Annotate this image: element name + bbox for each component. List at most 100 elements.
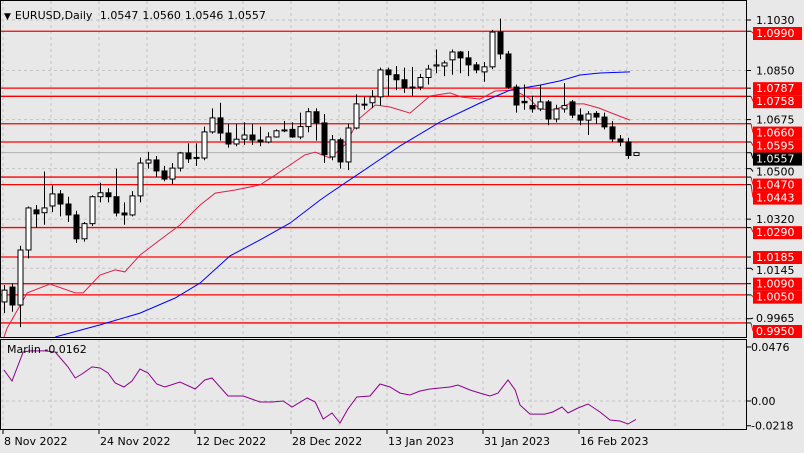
candle-bull <box>345 127 352 163</box>
high-price: 1.0560 <box>142 9 181 22</box>
candle-bull <box>633 152 640 156</box>
candle-bull <box>233 138 240 145</box>
candle-bull <box>177 152 184 169</box>
candle-bear <box>321 122 328 156</box>
price-axis-label: 1.1030 <box>756 14 795 27</box>
candle-bull <box>377 69 384 98</box>
main-pane-frame <box>0 0 747 338</box>
label-connector <box>750 227 754 233</box>
candle-bull <box>329 139 336 158</box>
label-connector <box>750 141 754 146</box>
candle-bull <box>241 134 248 140</box>
candle-bear <box>113 196 120 214</box>
candle-bear <box>529 105 536 110</box>
candle-bull <box>17 249 24 306</box>
level-tag <box>753 95 802 109</box>
ma-slow-line <box>55 71 631 338</box>
date-label: 16 Feb 2023 <box>580 435 648 448</box>
level-label: 1.0990 <box>756 27 795 40</box>
candle-bull <box>305 111 312 128</box>
price-axis-label: 1.0500 <box>756 166 795 179</box>
candle-bear <box>161 170 168 180</box>
price-axis-label: 1.0850 <box>756 64 795 77</box>
open-price: 1.0547 <box>99 9 139 22</box>
candle-bull <box>441 62 448 67</box>
symbol-timeframe: EURUSD,Daily <box>14 9 93 22</box>
candle-bull <box>25 207 32 251</box>
candle-bear <box>601 116 608 128</box>
label-connector <box>750 267 754 271</box>
candle-bear <box>465 57 472 66</box>
triangle-down-icon[interactable]: ▼ <box>4 12 11 22</box>
label-connector <box>750 317 754 320</box>
candle-bull <box>1 289 8 303</box>
candle-bull <box>281 129 288 132</box>
level-label: 1.0470 <box>756 179 795 192</box>
level-tag <box>753 226 802 240</box>
candle-bear <box>457 51 464 59</box>
candle-bear <box>257 139 264 143</box>
candle-bull <box>89 196 96 225</box>
level-tag <box>753 191 802 205</box>
candle-bear <box>225 132 232 145</box>
level-label: 1.0290 <box>756 226 795 239</box>
candle-bull <box>201 131 208 159</box>
level-label: 1.0660 <box>756 127 795 140</box>
indicator-axis-label: -0.0218 <box>751 420 793 433</box>
candle-bear <box>609 126 616 140</box>
indicator-name: Marlin <box>7 343 41 356</box>
candle-bear <box>153 159 160 172</box>
candle-bear <box>289 128 296 138</box>
candle-bull <box>81 223 88 240</box>
level-tag <box>753 82 802 96</box>
indicator-axis-label: 0.0476 <box>751 341 790 354</box>
candle-bull <box>417 77 424 88</box>
level-tag <box>753 277 802 291</box>
candle-bull <box>553 108 560 120</box>
candle-bear <box>385 69 392 76</box>
level-label: 1.0185 <box>756 251 795 264</box>
candle-bull <box>209 117 216 133</box>
support-resistance-lines[interactable] <box>0 30 746 324</box>
level-tag <box>753 290 802 304</box>
level-tag <box>753 251 802 265</box>
candlesticks <box>1 18 640 328</box>
level-tag <box>753 325 802 338</box>
pane-frames <box>0 0 747 430</box>
level-label: 1.0443 <box>756 192 795 205</box>
candle-bear <box>473 64 480 71</box>
candle-bear <box>9 286 16 306</box>
candle-bear <box>513 86 520 106</box>
grid <box>0 1 746 429</box>
label-connector <box>750 184 754 198</box>
label-connector <box>750 322 754 332</box>
candle-bull <box>297 126 304 138</box>
indicator-line <box>3 350 637 425</box>
candle-bull <box>537 101 544 110</box>
candle-bear <box>545 101 552 120</box>
candle-bull <box>273 130 280 138</box>
candle-bull <box>425 68 432 79</box>
candle-bull <box>49 193 56 207</box>
price-axis-label: 1.0320 <box>756 213 795 226</box>
chart-header: ▼ EURUSD,Daily 1.0547 1.0560 1.0546 1.0557 <box>4 9 270 22</box>
candle-bull <box>169 167 176 180</box>
candle-bear <box>121 212 128 216</box>
label-connector <box>750 123 754 133</box>
close-price: 1.0557 <box>227 9 266 22</box>
level-label: 1.0787 <box>756 82 795 95</box>
level-label: 0.9950 <box>756 325 795 338</box>
date-label: 24 Nov 2022 <box>100 435 170 448</box>
candle-bear <box>521 100 528 104</box>
level-label: 1.0595 <box>756 140 795 153</box>
candle-bear <box>217 117 224 134</box>
candle-bear <box>625 141 632 156</box>
label-connector <box>750 176 754 185</box>
candle-bull <box>137 162 144 197</box>
candle-bear <box>185 152 192 160</box>
current-price-label: 1.0557 <box>756 153 795 166</box>
current-price-tag <box>753 152 802 166</box>
candle-bull <box>361 103 368 106</box>
